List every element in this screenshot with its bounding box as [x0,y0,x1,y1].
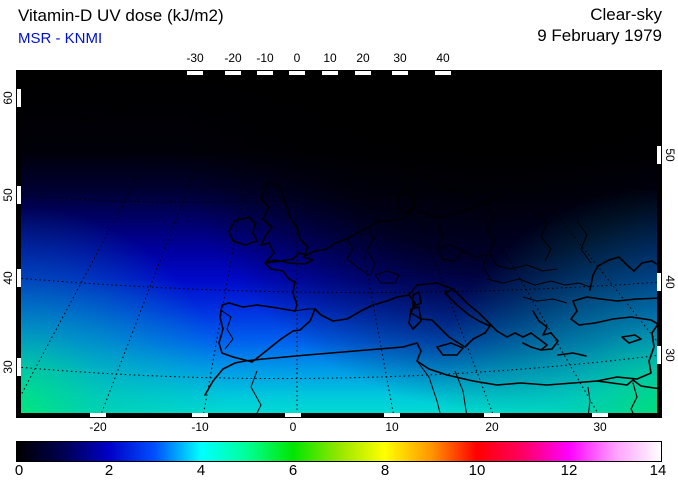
left-axis-tick-label: 60 [1,91,15,105]
colorbar-tick-label: 6 [288,462,298,479]
top-axis-tick-label: 0 [293,51,301,65]
graticule [6,64,678,422]
colorbar-tick-label: 2 [104,462,114,479]
map-canvas [6,64,678,422]
coastlines [64,84,662,418]
top-axis-tick-label: 10 [323,51,337,65]
map-plot-area [6,64,678,422]
left-axis-tick-label: 40 [1,271,15,285]
date-label: 9 February 1979 [537,26,662,45]
colorbar-tick-label: 10 [468,462,486,479]
colorbar-tick-label: 8 [380,462,390,479]
top-axis-tick-label: -10 [256,51,274,65]
colorbar [16,441,662,462]
colorbar-tick-label: 12 [560,462,578,479]
top-axis-tick-label: 40 [436,51,450,65]
bottom-axis-tick-label: 10 [385,420,399,434]
country-borders [221,202,592,418]
bottom-axis-tick-label: -20 [89,420,107,434]
figure-title: Vitamin-D UV dose (kJ/m2) [18,6,224,25]
bottom-axis-tick-label: 20 [485,420,499,434]
bottom-axis-tick-label: -10 [191,420,209,434]
left-axis-tick-label: 30 [1,360,15,374]
left-axis-tick-label: 50 [1,188,15,202]
right-axis-tick-label: 50 [663,148,677,162]
colorbar-tick-label: 14 [649,462,667,479]
bottom-axis-tick-label: 30 [593,420,607,434]
top-axis-tick-label: 20 [356,51,370,65]
top-axis-tick-label: -30 [186,51,204,65]
condition-label: Clear-sky [590,5,662,24]
right-axis-tick-label: 30 [663,348,677,362]
top-axis-tick-label: -20 [224,51,242,65]
figure-source-label: MSR - KNMI [18,30,103,47]
colorbar-tick-label: 4 [196,462,206,479]
right-axis-tick-label: 40 [663,275,677,289]
colorbar-tick-label: 0 [14,462,24,479]
map-frame [17,71,661,417]
bottom-axis-tick-label: 0 [289,420,297,434]
top-axis-tick-label: 30 [393,51,407,65]
dose-field-green-southeast [17,71,661,417]
